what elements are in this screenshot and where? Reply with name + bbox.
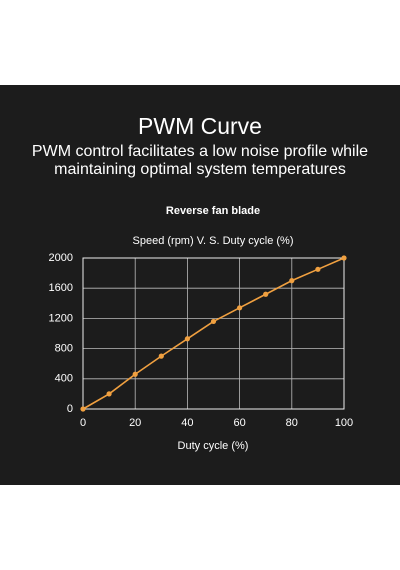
x-tick-label: 20 [129,417,141,429]
data-point [289,278,295,284]
chart-subtitle: Speed (rpm) V. S. Duty cycle (%) [133,235,294,247]
data-point [263,291,269,297]
panel: PWM Curve PWM control facilitates a low … [0,85,400,485]
chart-title: Reverse fan blade [166,205,260,217]
chart: Reverse fan blade Speed (rpm) V. S. Duty … [49,205,354,452]
y-tick-label: 2000 [49,252,73,264]
y-tick-label: 800 [55,343,73,355]
x-axis-label: Duty cycle (%) [178,440,249,452]
subtitle: PWM control facilitates a low noise prof… [31,143,369,178]
data-point [106,391,112,397]
data-point [210,318,217,325]
x-tick-label: 80 [286,417,298,429]
data-point [237,305,243,311]
data-line [82,257,345,410]
plot-frame [82,257,345,410]
y-tick-label: 400 [55,373,73,385]
x-tick-label: 40 [181,417,193,429]
data-point [184,336,190,342]
data-point [132,371,138,377]
y-tick-label: 1200 [49,312,73,324]
x-tick-label: 0 [80,417,86,429]
data-point [158,353,164,359]
y-tick-label: 0 [67,403,73,415]
data-point [315,266,321,272]
y-tick-label: 1600 [49,282,73,294]
data-point [341,255,347,261]
title: PWM Curve [138,113,262,139]
data-point [80,406,86,412]
x-tick-label: 60 [233,417,245,429]
x-tick-label: 100 [335,417,353,429]
